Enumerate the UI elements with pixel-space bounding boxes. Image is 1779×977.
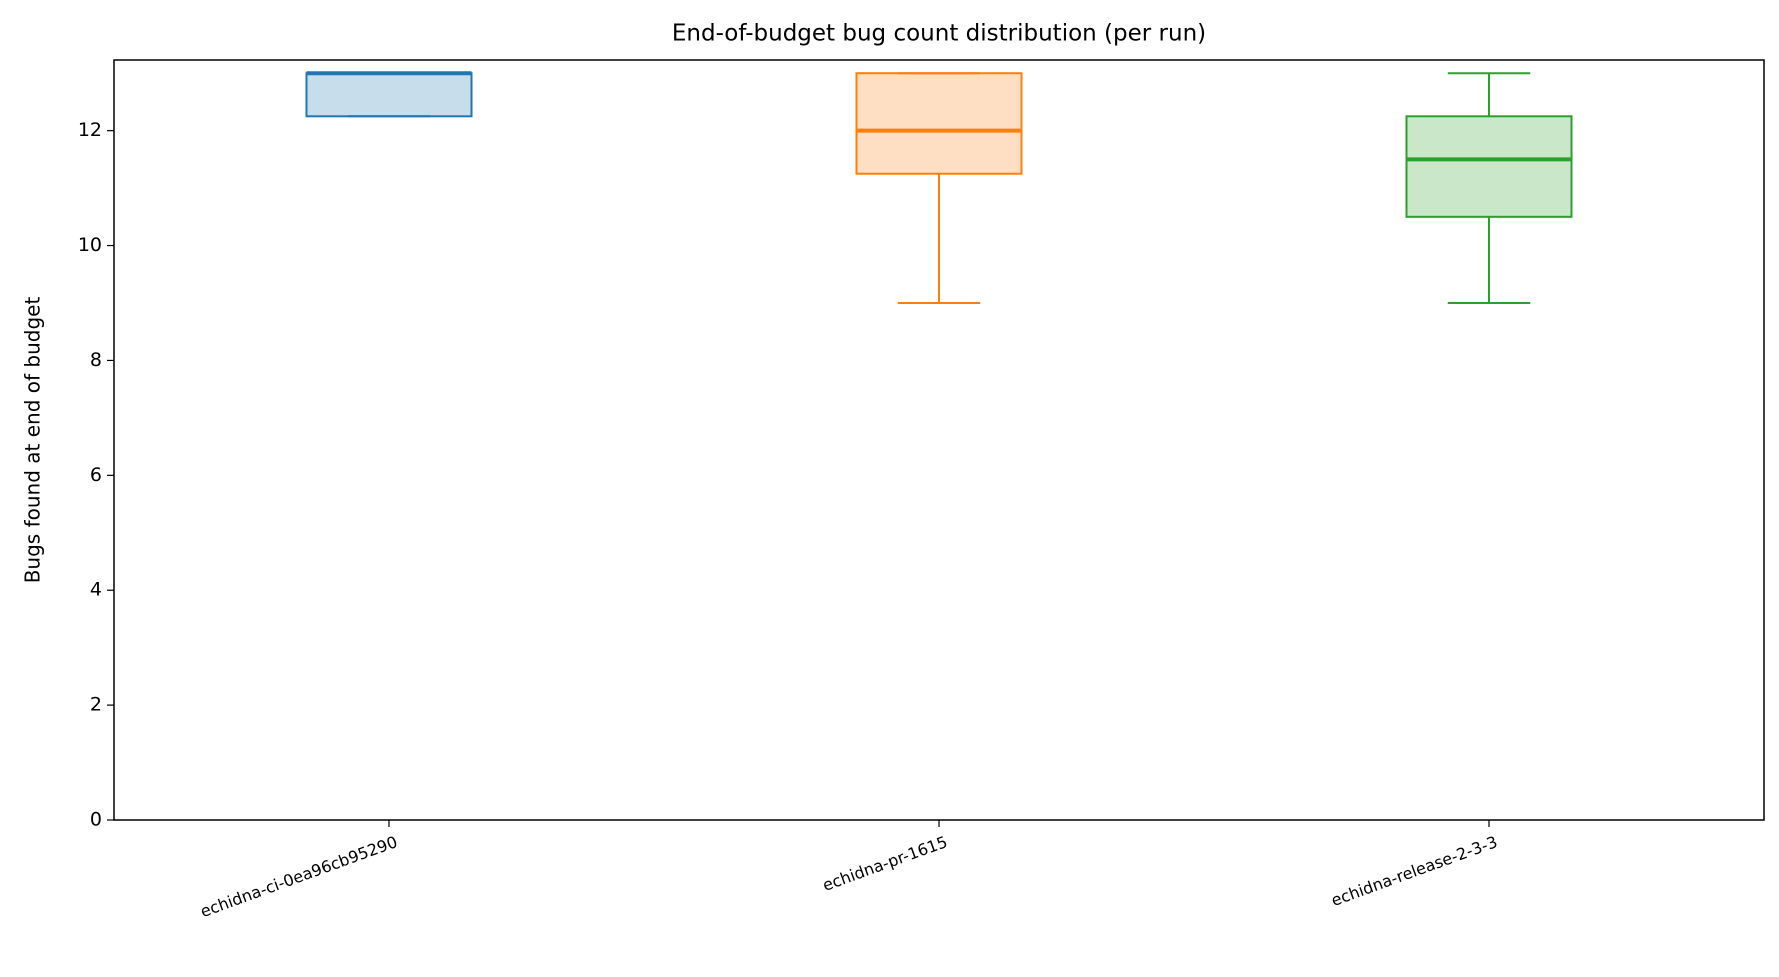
x-tick-label: echidna-release-2-3-3	[1329, 832, 1500, 910]
x-tick-label: echidna-ci-0ea96cb95290	[198, 832, 400, 921]
plot-frame	[113, 59, 1765, 821]
y-tick-label: 12	[78, 119, 102, 141]
y-tick-label: 0	[90, 809, 102, 831]
y-tick-label: 4	[90, 579, 102, 601]
box	[1405, 115, 1573, 218]
y-tick-label: 6	[90, 464, 102, 486]
y-tick-label: 8	[90, 349, 102, 371]
y-tick-label: 10	[78, 234, 102, 256]
chart-title: End-of-budget bug count distribution (pe…	[672, 21, 1206, 47]
x-tick-label: echidna-pr-1615	[820, 832, 950, 895]
y-tick-label: 2	[90, 694, 102, 716]
box	[305, 72, 473, 118]
box	[855, 72, 1023, 175]
y-axis-label: Bugs found at end of budget	[21, 297, 45, 584]
